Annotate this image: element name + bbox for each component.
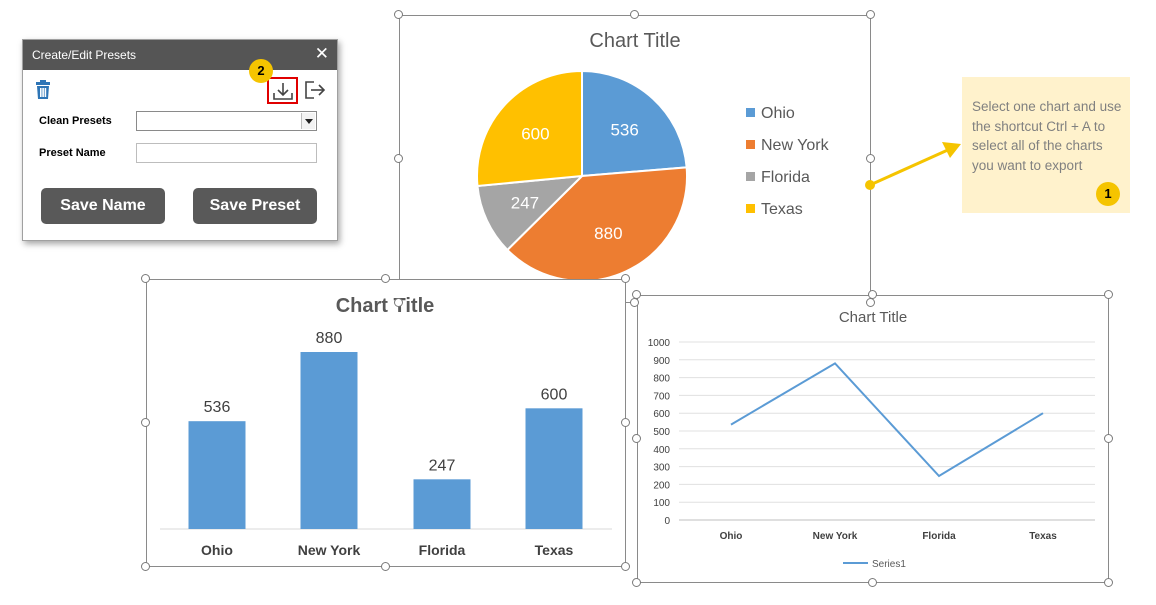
pie-slice-florida[interactable] <box>476 174 585 252</box>
bar-ohio[interactable] <box>188 421 246 529</box>
resize-handle[interactable] <box>632 434 641 443</box>
bar-florida[interactable] <box>413 479 471 529</box>
resize-handle[interactable] <box>632 578 641 587</box>
line-series-1[interactable] <box>730 362 1044 478</box>
line-ytick-label: 200 <box>653 480 670 491</box>
bar-new-york[interactable] <box>300 352 358 529</box>
line-ytick-label: 600 <box>653 409 670 420</box>
resize-handle[interactable] <box>866 298 875 307</box>
bar-chart: Chart Title 536 880 247 600 Ohio New York Flo… <box>160 295 612 558</box>
bar-data-label: 247 <box>429 457 456 474</box>
line-category-label: Florida <box>922 531 956 542</box>
clean-presets-label: Clean Presets <box>39 115 112 127</box>
resize-handle[interactable] <box>381 562 390 571</box>
export-icon[interactable] <box>303 79 327 101</box>
bar-chart-title: Chart Title <box>336 295 435 317</box>
bar-category-label: Florida <box>419 542 466 558</box>
line-ytick-label: 500 <box>653 427 670 438</box>
resize-handle[interactable] <box>621 274 630 283</box>
line-ytick-label: 300 <box>653 463 670 474</box>
line-ytick-label: 900 <box>653 356 670 367</box>
line-chart-title: Chart Title <box>839 309 907 326</box>
step-2-badge: 2 <box>249 59 273 83</box>
bar-texas[interactable] <box>525 408 583 529</box>
line-category-label: New York <box>813 531 858 542</box>
line-ytick-label: 400 <box>653 445 670 456</box>
pie-legend-swatch <box>746 204 755 213</box>
pie-legend-swatch <box>746 172 755 181</box>
create-edit-presets-dialog: Create/Edit Presets ✕ 2 Clean Presets Pr… <box>22 39 338 241</box>
chevron-down-icon[interactable] <box>301 113 315 129</box>
pie-slice-new-york[interactable] <box>506 166 688 282</box>
line-legend-label: Series1 <box>872 559 906 570</box>
pie-legend-label: New York <box>761 137 830 154</box>
resize-handle[interactable] <box>630 10 639 19</box>
line-ytick-label: 100 <box>653 498 670 509</box>
pie-slice-texas[interactable] <box>476 69 583 188</box>
resize-handle[interactable] <box>868 578 877 587</box>
resize-handle[interactable] <box>866 10 875 19</box>
resize-handle[interactable] <box>630 298 639 307</box>
resize-handle[interactable] <box>621 562 630 571</box>
line-category-label: Ohio <box>720 531 743 542</box>
pie-legend-label: Florida <box>761 169 810 186</box>
resize-handle[interactable] <box>394 298 403 307</box>
dialog-title: Create/Edit Presets <box>32 48 137 62</box>
preset-name-input[interactable] <box>136 143 317 163</box>
bar-data-label: 600 <box>541 386 568 403</box>
bar-category-label: New York <box>298 542 361 558</box>
resize-handle[interactable] <box>868 290 877 299</box>
bar-data-label: 880 <box>316 330 343 347</box>
line-ytick-label: 0 <box>664 516 670 527</box>
line-ytick-label: 700 <box>653 391 670 402</box>
dialog-titlebar[interactable]: Create/Edit Presets ✕ <box>23 40 337 70</box>
line-category-label: Texas <box>1029 531 1057 542</box>
resize-handle[interactable] <box>141 562 150 571</box>
line-ytick-label: 800 <box>653 374 670 385</box>
download-button[interactable] <box>267 77 298 104</box>
resize-handle[interactable] <box>1104 578 1113 587</box>
preset-name-label: Preset Name <box>39 147 106 159</box>
pie-data-label: 880 <box>594 224 622 243</box>
pie-legend-swatch <box>746 108 755 117</box>
pie-chart-title: Chart Title <box>589 30 680 52</box>
save-name-button[interactable]: Save Name <box>41 188 165 224</box>
pie-data-label: 600 <box>521 125 549 144</box>
resize-handle[interactable] <box>621 418 630 427</box>
resize-handle[interactable] <box>141 418 150 427</box>
pie-data-label: 536 <box>610 121 638 140</box>
instruction-note-text: Select one chart and use the shortcut Ct… <box>972 99 1122 173</box>
pie-chart-frame[interactable]: Chart Title 536 880 247 600 Ohio New York Flo… <box>399 15 871 303</box>
line-ytick-label: 1000 <box>648 338 671 349</box>
resize-handle[interactable] <box>394 154 403 163</box>
pie-chart: Chart Title 536 880 247 600 Ohio New York Flo… <box>476 30 830 282</box>
bar-chart-frame[interactable]: Chart Title 536 880 247 600 Ohio New York Flo… <box>146 279 626 567</box>
resize-handle[interactable] <box>394 10 403 19</box>
pie-legend-label: Texas <box>761 201 803 218</box>
pie-slice-ohio[interactable] <box>581 69 688 178</box>
resize-handle[interactable] <box>1104 434 1113 443</box>
callout-arrow <box>865 142 961 190</box>
resize-handle[interactable] <box>1104 290 1113 299</box>
bar-category-label: Ohio <box>201 542 233 558</box>
download-icon <box>273 83 293 100</box>
save-preset-button[interactable]: Save Preset <box>193 188 317 224</box>
trash-icon[interactable] <box>34 80 52 100</box>
clean-presets-dropdown[interactable] <box>136 111 317 131</box>
resize-handle[interactable] <box>141 274 150 283</box>
pie-legend-label: Ohio <box>761 105 795 122</box>
bar-data-label: 536 <box>204 399 231 416</box>
line-chart-frame[interactable]: Chart Title 0 100 200 300 400 500 600 700 800 900… <box>637 295 1109 583</box>
resize-handle[interactable] <box>381 274 390 283</box>
bar-category-label: Texas <box>535 542 574 558</box>
resize-handle[interactable] <box>632 290 641 299</box>
resize-handle[interactable] <box>866 154 875 163</box>
line-chart: Chart Title 0 100 200 300 400 500 600 700 800 900… <box>648 309 1095 570</box>
pie-legend-swatch <box>746 140 755 149</box>
pie-data-label: 247 <box>511 194 539 213</box>
step-1-badge: 1 <box>1096 182 1120 206</box>
close-icon[interactable]: ✕ <box>314 44 329 63</box>
